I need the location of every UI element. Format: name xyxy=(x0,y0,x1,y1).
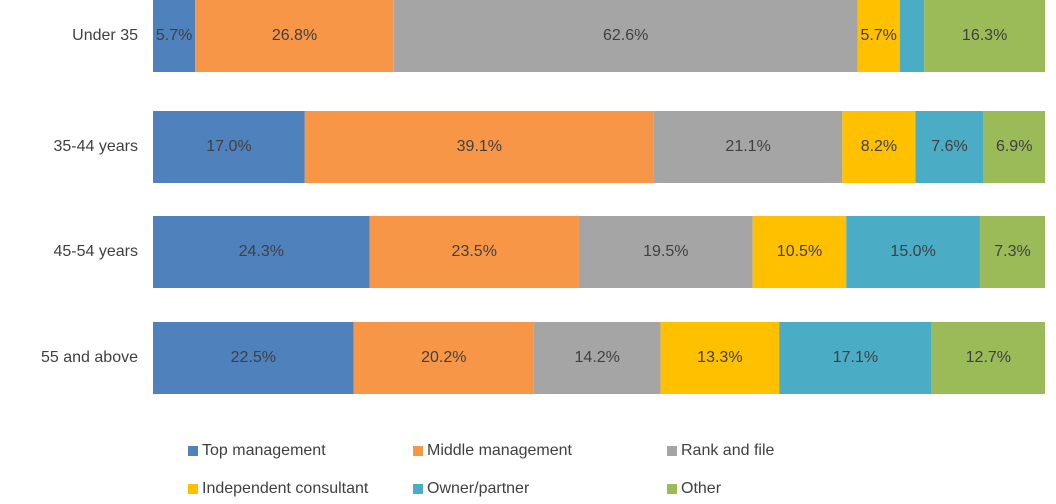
category-label: Under 35 xyxy=(72,27,138,44)
bar-segment xyxy=(857,0,900,72)
bar-segment xyxy=(153,322,354,394)
bar-segment xyxy=(578,216,753,288)
data-label: 15.0% xyxy=(890,243,935,260)
bar-segment xyxy=(846,216,980,288)
bar-segment xyxy=(304,111,654,183)
legend-label: Top management xyxy=(202,442,326,459)
category-label: 55 and above xyxy=(41,349,138,366)
bar-segment xyxy=(153,0,196,72)
data-label: 19.5% xyxy=(643,243,688,260)
data-label: 6.9% xyxy=(996,138,1032,155)
data-label: 16.3% xyxy=(962,27,1007,44)
legend-label: Rank and file xyxy=(681,442,774,459)
bar-segment xyxy=(779,322,932,394)
data-label: 21.1% xyxy=(725,138,770,155)
legend-swatch xyxy=(188,446,198,456)
data-label: 39.1% xyxy=(457,138,502,155)
data-label: 24.3% xyxy=(239,243,284,260)
data-label: 20.2% xyxy=(421,349,466,366)
data-label: 5.7% xyxy=(156,27,192,44)
legend-label: Middle management xyxy=(427,442,573,459)
legend-label: Other xyxy=(681,480,722,497)
data-label: 12.7% xyxy=(966,349,1011,366)
bar-segment xyxy=(660,322,780,394)
bar-segment xyxy=(915,111,984,183)
bar-segment xyxy=(153,216,370,288)
data-label: 7.6% xyxy=(931,138,967,155)
bar-segment xyxy=(979,216,1045,288)
bar-segment xyxy=(983,111,1045,183)
data-label: 14.2% xyxy=(575,349,620,366)
data-label: 17.1% xyxy=(833,349,878,366)
data-label: 10.5% xyxy=(777,243,822,260)
bar-segment xyxy=(931,322,1045,394)
data-label: 17.0% xyxy=(206,138,251,155)
legend-swatch xyxy=(413,446,423,456)
bar-segment xyxy=(924,0,1045,72)
legend-swatch xyxy=(667,446,677,456)
legend-swatch xyxy=(413,484,423,494)
bar-segment xyxy=(533,322,661,394)
data-label: 13.3% xyxy=(697,349,742,366)
legend-label: Owner/partner xyxy=(427,480,530,497)
data-label: 8.2% xyxy=(861,138,897,155)
legend-swatch xyxy=(188,484,198,494)
bar-segment xyxy=(752,216,847,288)
bar-segment xyxy=(153,111,305,183)
bar-segment xyxy=(353,322,534,394)
data-label: 26.8% xyxy=(272,27,317,44)
legend-swatch xyxy=(667,484,677,494)
data-label: 5.7% xyxy=(860,27,896,44)
bar-segment xyxy=(369,216,579,288)
data-label: 22.5% xyxy=(231,349,276,366)
bar-segment xyxy=(842,111,916,183)
data-label: 7.3% xyxy=(994,243,1030,260)
bar-segment xyxy=(899,0,925,72)
bar-segment xyxy=(393,0,858,72)
bar-segment xyxy=(195,0,394,72)
category-label: 45-54 years xyxy=(54,243,139,260)
legend-label: Independent consultant xyxy=(202,480,369,497)
category-label: 35-44 years xyxy=(54,138,139,155)
data-label: 62.6% xyxy=(603,27,648,44)
data-label: 23.5% xyxy=(452,243,497,260)
bar-segment xyxy=(653,111,843,183)
